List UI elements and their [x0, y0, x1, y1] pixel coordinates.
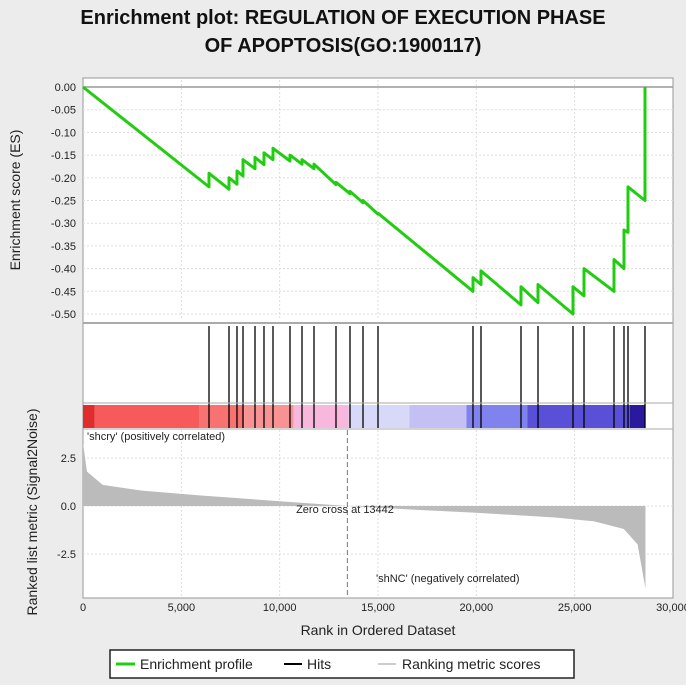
es-tick-label: -0.45	[51, 286, 76, 298]
x-tick-label: 5,000	[168, 602, 196, 614]
color-bar-segment	[244, 405, 294, 428]
legend-label-hits: Hits	[307, 656, 331, 672]
negative-correlation-label: 'shNC' (negatively correlated)	[376, 573, 520, 585]
zero-cross-label: Zero cross at 13442	[296, 504, 394, 516]
legend: Enrichment profile Hits Ranking metric s…	[109, 649, 575, 679]
x-tick-label: 10,000	[263, 602, 297, 614]
metric-tick-label: -2.5	[57, 549, 76, 561]
es-axis-label: Enrichment score (ES)	[7, 130, 23, 271]
color-bar-segment	[348, 405, 410, 428]
es-tick-label: -0.25	[51, 196, 76, 208]
legend-label-enrichment: Enrichment profile	[140, 656, 253, 672]
chart-title-line2: OF APOPTOSIS(GO:1900117)	[205, 35, 482, 57]
color-bar-segment	[293, 405, 349, 428]
x-tick-label: 20,000	[460, 602, 494, 614]
es-tick-label: -0.30	[51, 218, 76, 230]
es-tick-label: -0.15	[51, 150, 76, 162]
x-tick-label: 0	[80, 602, 86, 614]
color-bar-segment	[466, 405, 528, 428]
color-bar-segment	[409, 405, 467, 428]
enrichment-profile-line	[82, 85, 647, 316]
x-tick-label: 15,000	[361, 602, 395, 614]
color-bar-segment	[629, 405, 646, 428]
es-tick-label: -0.20	[51, 173, 76, 185]
positive-correlation-label: 'shcry' (positively correlated)	[87, 431, 225, 443]
metric-tick-label: 0.0	[61, 501, 76, 513]
ranking-metric-area	[83, 442, 646, 589]
color-bar-segment	[199, 405, 245, 428]
es-tick-label: -0.40	[51, 264, 76, 276]
es-tick-label: -0.35	[51, 241, 76, 253]
color-bar-segment	[83, 405, 95, 428]
legend-label-metric: Ranking metric scores	[402, 656, 541, 672]
es-tick-label: -0.05	[51, 105, 76, 117]
es-tick-label: -0.50	[51, 309, 76, 321]
legend-box	[109, 649, 575, 679]
x-axis-label: Rank in Ordered Dataset	[301, 622, 456, 638]
chart-title-line1: Enrichment plot: REGULATION OF EXECUTION…	[80, 7, 605, 29]
color-bar-segment	[94, 405, 200, 428]
x-tick-label: 30,000	[656, 602, 686, 614]
es-tick-label: 0.00	[55, 82, 76, 94]
metric-axis-label: Ranked list metric (Signal2Noise)	[24, 409, 40, 616]
color-bar-segment	[527, 405, 630, 428]
x-tick-label: 25,000	[558, 602, 592, 614]
es-tick-label: -0.10	[51, 127, 76, 139]
metric-tick-label: 2.5	[61, 453, 76, 465]
